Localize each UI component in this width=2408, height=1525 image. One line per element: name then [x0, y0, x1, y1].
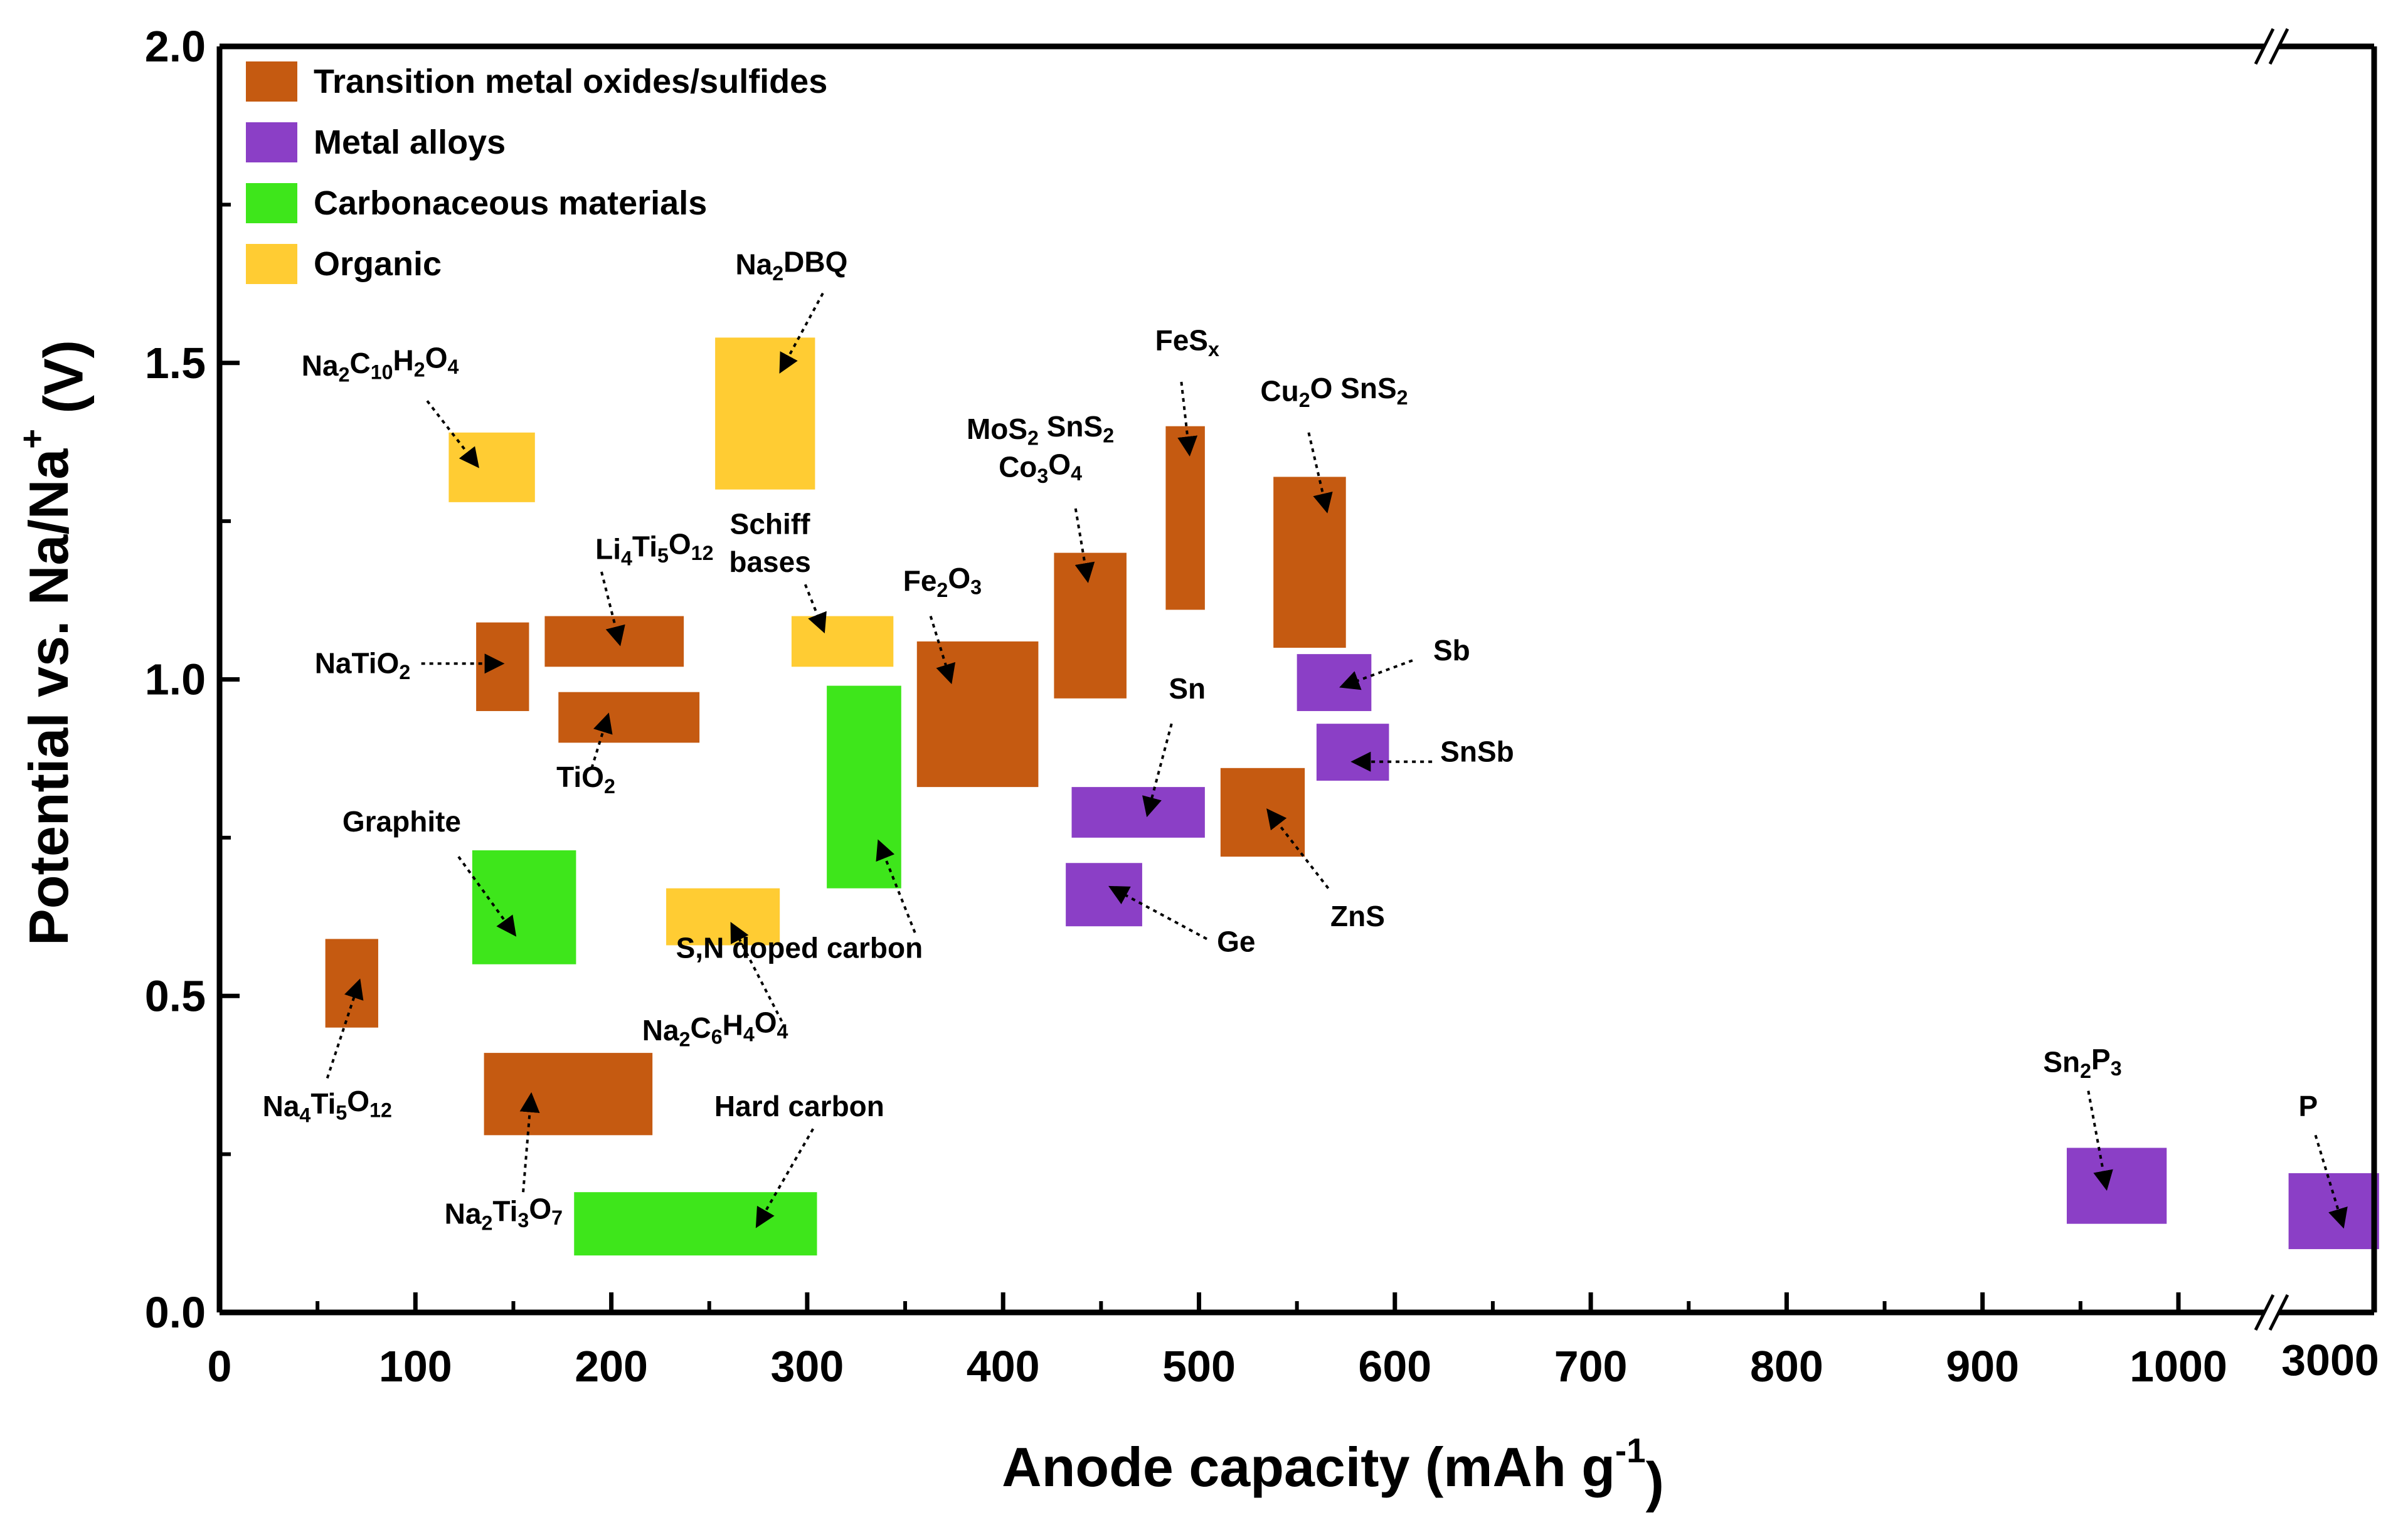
box-fe2o3: [916, 641, 1039, 788]
box-schiff: [791, 616, 894, 667]
axis-break-mark: [2268, 1294, 2289, 1331]
annotation-arrows: [326, 292, 2348, 1229]
label-na2dbq: Na2​DBQ: [735, 245, 847, 285]
box-cu2o: [1273, 477, 1346, 648]
label-sb: Sb: [1433, 634, 1470, 667]
arrow-li4ti5o12: [600, 571, 625, 646]
label2-mos2: Co3​O4​: [999, 448, 1082, 487]
axis-break-mark: [2254, 1294, 2275, 1331]
data-boxes: [325, 337, 2379, 1256]
arrow-tio2: [590, 712, 613, 769]
box-mos2: [1054, 552, 1127, 699]
legend: Transition metal oxides/sulfides Metal al…: [246, 61, 827, 284]
box-sn2p3: [2066, 1148, 2167, 1224]
x-axis-title: Anode capacity (mAh g-1): [1002, 1432, 1664, 1513]
y-tick-label: 0.0: [145, 1288, 206, 1337]
y-tick-label: 1.5: [145, 339, 206, 388]
box-li4ti5o12: [544, 616, 684, 667]
x-tick-label: 700: [1554, 1342, 1628, 1391]
label-li4ti5o12: Li4​Ti5​O12​: [595, 527, 713, 569]
x-tick-label: 300: [771, 1342, 844, 1391]
label-na4ti5o12: Na4​Ti5​O12​: [263, 1085, 392, 1127]
label-hardcarbon: Hard carbon: [714, 1090, 884, 1122]
box-snsb: [1316, 724, 1389, 781]
x-tick-label: 900: [1946, 1342, 2019, 1391]
box-zns: [1220, 768, 1305, 857]
x-tick-label: 1000: [2130, 1342, 2227, 1391]
box-sn: [1071, 787, 1205, 838]
x-tick-label: 0: [208, 1342, 232, 1391]
axes: 0 100 200 300 400 500 600 700 800 900 1000 3000 0.0 0…: [145, 22, 2379, 1391]
label-ge: Ge: [1217, 926, 1255, 958]
arrow-fe2o3: [929, 615, 956, 685]
label-graphite: Graphite: [342, 805, 461, 838]
label-snsb: SnSb: [1440, 736, 1514, 768]
box-tio2: [558, 692, 700, 743]
arrow-na2c10h2o4: [426, 400, 480, 468]
y-tick-label: 0.5: [145, 971, 206, 1020]
legend-label: Carbonaceous materials: [314, 184, 707, 222]
box-na4ti5o12: [325, 939, 378, 1028]
arrow-na2dbq: [779, 292, 824, 374]
box-na2dbq: [715, 337, 815, 490]
box-natio2: [476, 622, 529, 711]
box-na2c6h4o4: [666, 888, 780, 946]
x-tick-label: 100: [379, 1342, 452, 1391]
box-hardcarbon: [574, 1192, 817, 1256]
x-tick-label: 500: [1162, 1342, 1236, 1391]
label-cu2o: Cu2​O SnS2​: [1260, 372, 1408, 411]
x-break-tick-label: 3000: [2281, 1336, 2379, 1385]
arrow-sn: [1142, 723, 1173, 818]
legend-label: Metal alloys: [314, 124, 506, 161]
label2-schiff: bases: [729, 546, 810, 578]
x-tick-label: 600: [1358, 1342, 1431, 1391]
box-na2c10h2o4: [448, 432, 535, 502]
label-mos2: MoS2​ SnS2​: [967, 410, 1114, 450]
label-sn: Sn: [1169, 672, 1206, 705]
legend-swatch: [246, 122, 297, 162]
x-tick-label: 800: [1750, 1342, 1823, 1391]
label-zns: ZnS: [1330, 900, 1385, 932]
box-graphite: [472, 850, 576, 964]
label-sndoped: S,N doped carbon: [676, 932, 923, 964]
box-sb: [1297, 654, 1372, 711]
box-fesx: [1165, 426, 1205, 610]
label-p: P: [2298, 1090, 2318, 1122]
arrow-fesx: [1177, 381, 1198, 457]
arrow-mos2: [1074, 508, 1095, 583]
legend-swatch: [246, 61, 297, 102]
legend-label: Organic: [314, 245, 442, 283]
x-tick-label: 400: [967, 1342, 1040, 1391]
label-natio2: NaTiO2​: [315, 646, 411, 683]
label-fesx: FeSx​: [1155, 324, 1219, 361]
label-sn2p3: Sn2​P3​: [2043, 1043, 2121, 1082]
label-fe2o3: Fe2​O3​: [903, 562, 982, 601]
label-na2c6h4o4: Na2​C6​H4​O4​: [642, 1006, 788, 1050]
label-tio2: TiO2​: [556, 761, 615, 798]
box-p: [2288, 1173, 2379, 1250]
box-sndoped: [827, 685, 901, 889]
box-na2ti3o7: [484, 1053, 653, 1136]
material-labels: Na4​Ti5​O12​ Na2​Ti3​O7​ NaTiO2​ Li4​Ti5​O1…: [263, 245, 2318, 1234]
y-tick-label: 2.0: [145, 22, 206, 71]
label-na2c10h2o4: Na2​C10​H2​O4​: [302, 342, 459, 386]
x-tick-label: 200: [575, 1342, 648, 1391]
legend-swatch: [246, 244, 297, 284]
y-axis-title: Potential vs. Na/Na+ (V): [13, 340, 95, 946]
y-tick-label: 1.0: [145, 655, 206, 704]
arrow-na4ti5o12: [326, 978, 364, 1079]
arrow-ge: [1108, 885, 1207, 941]
axis-break-mark: [2254, 28, 2275, 65]
label-na2ti3o7: Na2​Ti3​O7​: [445, 1192, 563, 1234]
axis-break-mark: [2268, 28, 2289, 65]
legend-label: Transition metal oxides/sulfides: [314, 63, 827, 100]
legend-swatch: [246, 183, 297, 223]
arrow-hardcarbon: [755, 1128, 815, 1228]
label-schiff: Schiff: [730, 507, 810, 540]
arrow-na2c6h4o4: [730, 922, 783, 1022]
box-ge: [1066, 863, 1142, 927]
